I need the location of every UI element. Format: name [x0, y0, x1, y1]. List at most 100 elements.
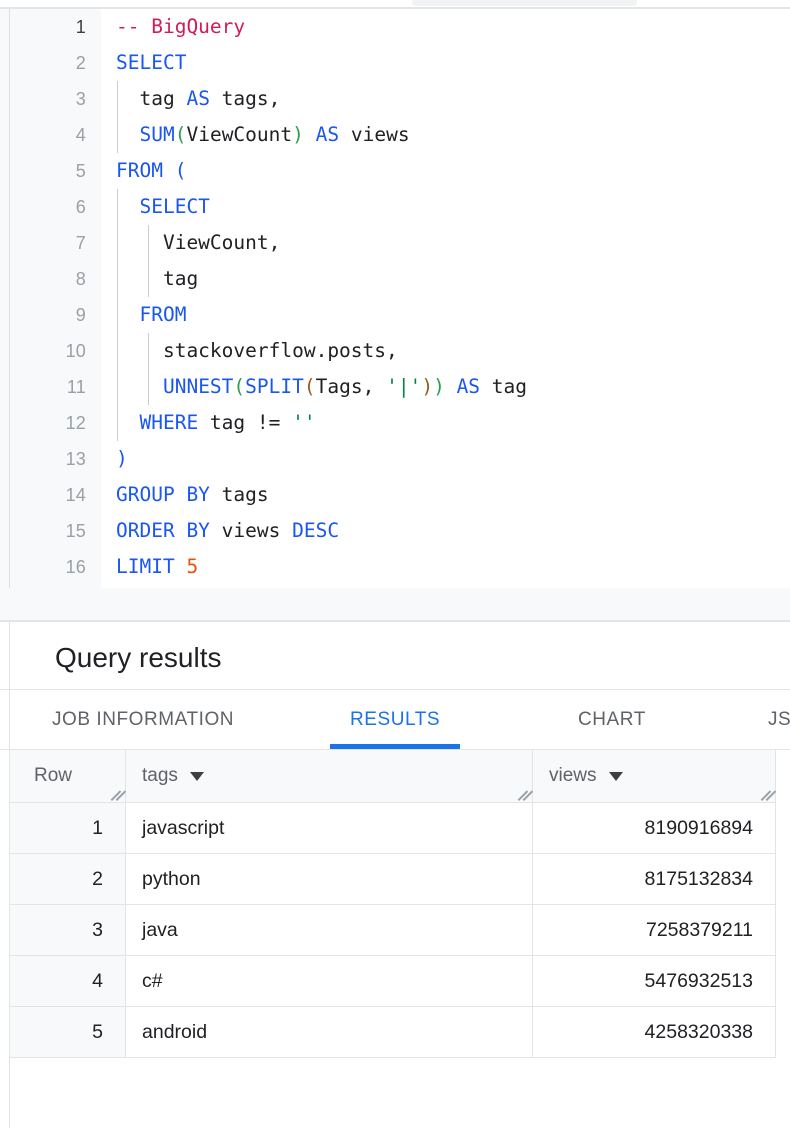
- code-line[interactable]: 8 tag: [0, 261, 790, 297]
- line-number: 7: [75, 233, 86, 253]
- column-resize-handle-row[interactable]: [111, 789, 123, 801]
- chevron-down-icon[interactable]: [189, 771, 204, 781]
- chevron-down-icon[interactable]: [608, 771, 623, 781]
- token-kw: GROUP BY: [116, 483, 210, 506]
- indent-guide: [117, 81, 118, 117]
- sql-code-area[interactable]: 1 -- BigQuery 2 SELECT 3 tag AS tags, 4 SUM(V…: [0, 9, 790, 622]
- token-kw: FROM: [139, 303, 187, 326]
- line-number: 11: [66, 377, 86, 397]
- code-line[interactable]: 9 FROM: [0, 297, 790, 333]
- table-row[interactable]: 2 python 8175132834: [9, 853, 776, 905]
- cell-row-number: 1: [9, 802, 126, 854]
- tab-results-label: RESULTS: [350, 709, 441, 730]
- code-line[interactable]: 16 LIMIT 5: [0, 549, 790, 585]
- code-text: tag AS tags,: [116, 81, 280, 117]
- token-plain: [116, 375, 163, 398]
- code-text: ): [116, 441, 128, 477]
- table-row[interactable]: 4 c# 5476932513: [9, 955, 776, 1007]
- code-line[interactable]: 11 UNNEST(SPLIT(Tags, '|')) AS tag: [0, 369, 790, 405]
- token-plain: [116, 195, 139, 218]
- code-line[interactable]: 10 stackoverflow.posts,: [0, 333, 790, 369]
- token-plain: [445, 375, 457, 398]
- table-row[interactable]: 5 android 4258320338: [9, 1006, 776, 1058]
- toolbar-chip-fragment: [412, 0, 637, 6]
- cell-tags: javascript: [125, 802, 533, 854]
- token-p1: (: [233, 375, 246, 398]
- results-header: Query results: [0, 622, 790, 690]
- tab-job-information[interactable]: JOB INFORMATION: [52, 690, 234, 749]
- token-plain: tag: [116, 267, 199, 290]
- token-p1: (: [174, 123, 187, 146]
- code-line[interactable]: 7 ViewCount,: [0, 225, 790, 261]
- tab-results[interactable]: RESULTS: [330, 690, 461, 749]
- token-kw: AS: [315, 123, 340, 146]
- code-line[interactable]: 1 -- BigQuery: [0, 9, 790, 45]
- code-line[interactable]: 13): [0, 441, 790, 477]
- column-header-views[interactable]: views: [532, 750, 776, 803]
- code-text: -- BigQuery: [116, 9, 245, 45]
- tab-json[interactable]: JS: [768, 690, 790, 749]
- tab-chart[interactable]: CHART: [578, 690, 646, 749]
- token-p1: ): [292, 123, 304, 146]
- line-number: 16: [65, 557, 86, 577]
- query-results-panel: Query results JOB INFORMATION RESULTS CH…: [0, 622, 790, 1128]
- code-line[interactable]: 6 SELECT: [0, 189, 790, 225]
- column-resize-handle-views[interactable]: [761, 789, 773, 801]
- token-kw: AS: [456, 375, 481, 398]
- line-number: 4: [75, 125, 86, 145]
- table-row[interactable]: 1 javascript 8190916894: [9, 802, 776, 854]
- token-fn: UNNEST: [162, 375, 234, 398]
- line-number: 9: [75, 305, 86, 325]
- indent-guide: [117, 333, 118, 369]
- code-line[interactable]: 2 SELECT: [0, 45, 790, 81]
- code-text: SUM(ViewCount) AS views: [116, 117, 409, 153]
- code-text: ORDER BY views DESC: [116, 513, 339, 549]
- line-number: 13: [65, 449, 86, 469]
- token-plain: tags,: [209, 87, 281, 110]
- column-resize-handle-tags[interactable]: [518, 789, 530, 801]
- token-plain: [116, 123, 139, 146]
- code-text: LIMIT 5: [116, 549, 198, 585]
- cell-views: 5476932513: [532, 955, 776, 1007]
- sql-editor[interactable]: 1 -- BigQuery 2 SELECT 3 tag AS tags, 4 SUM(V…: [0, 9, 790, 622]
- code-line[interactable]: 12 WHERE tag != '': [0, 405, 790, 441]
- token-kw: ORDER BY: [116, 519, 210, 542]
- token-fn: SPLIT: [245, 375, 304, 398]
- cell-views: 7258379211: [532, 904, 776, 956]
- cell-row-number: 2: [9, 853, 126, 905]
- column-header-tags[interactable]: tags: [125, 750, 533, 803]
- indent-guide: [117, 369, 118, 405]
- token-plain: Tags,: [315, 375, 387, 398]
- token-plain: tag !=: [198, 411, 293, 434]
- token-kw: (: [174, 159, 187, 182]
- column-header-row-label: Row: [34, 765, 73, 786]
- results-tabbar[interactable]: JOB INFORMATION RESULTS CHART JS: [0, 690, 790, 750]
- code-line[interactable]: 3 tag AS tags,: [0, 81, 790, 117]
- cell-views: 8175132834: [532, 853, 776, 905]
- code-line[interactable]: 14 GROUP BY tags: [0, 477, 790, 513]
- line-number: 14: [65, 485, 86, 505]
- code-text: tag: [116, 261, 198, 297]
- code-line[interactable]: 4 SUM(ViewCount) AS views: [0, 117, 790, 153]
- code-line[interactable]: 5 FROM (: [0, 153, 790, 189]
- table-row[interactable]: 3 java 7258379211: [9, 904, 776, 956]
- token-kw: ): [116, 447, 128, 470]
- token-p2: (: [303, 375, 316, 398]
- token-plain: ViewCount,: [116, 231, 281, 254]
- cell-views: 4258320338: [532, 1006, 776, 1058]
- line-number: 10: [65, 341, 86, 361]
- editor-bottom-band: [0, 588, 790, 622]
- indent-guide: [117, 225, 118, 261]
- line-number: 15: [65, 521, 86, 541]
- line-number: 1: [75, 17, 86, 37]
- column-header-row[interactable]: Row: [9, 750, 126, 803]
- code-line[interactable]: 15 ORDER BY views DESC: [0, 513, 790, 549]
- tab-job-information-label: JOB INFORMATION: [52, 709, 235, 730]
- code-text: SELECT: [116, 45, 186, 81]
- tab-active-indicator: [330, 744, 461, 749]
- indent-guide: [148, 369, 149, 405]
- token-str: '': [292, 411, 316, 434]
- token-plain: tag: [480, 375, 528, 398]
- token-kw: AS: [186, 87, 210, 110]
- editor-gutter: [0, 9, 101, 622]
